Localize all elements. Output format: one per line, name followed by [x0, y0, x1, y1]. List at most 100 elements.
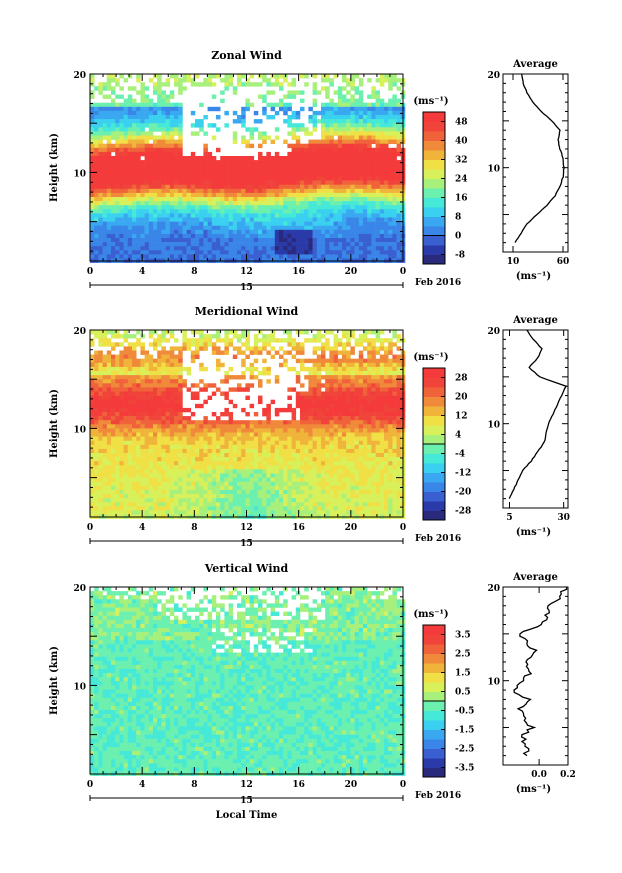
heatmap-cell [174, 139, 179, 144]
heatmap-cell [291, 473, 297, 478]
heatmap-cell [325, 131, 330, 136]
heatmap-cell [106, 188, 112, 194]
heatmap-cell [165, 432, 171, 437]
heatmap-cell [169, 143, 175, 149]
heatmap-cell [274, 432, 280, 437]
heatmap-cell [287, 448, 292, 454]
heatmap-cell [283, 205, 288, 210]
heatmap-cell [379, 201, 385, 206]
heatmap-cell [216, 448, 221, 454]
heatmap-cell [388, 238, 393, 243]
heatmap-cell [195, 465, 200, 470]
heatmap-cell [165, 494, 171, 499]
heatmap-cell [165, 168, 171, 173]
heatmap-cell [279, 428, 284, 433]
heatmap-cell [270, 176, 276, 181]
heatmap-cell [245, 366, 250, 372]
heatmap-cell [363, 229, 368, 235]
heatmap-cell [287, 115, 292, 120]
heatmap-cell [127, 489, 133, 495]
heatmap-cell [363, 106, 368, 112]
heatmap-cell [161, 205, 166, 210]
heatmap-cell [115, 131, 120, 136]
heatmap-cell [119, 127, 124, 132]
heatmap-cell [132, 461, 137, 466]
heatmap-cell [274, 135, 280, 140]
heatmap-cell [148, 436, 154, 441]
heatmap-cell [354, 86, 360, 91]
heatmap-cell [186, 444, 192, 450]
heatmap-cell [102, 119, 108, 124]
heatmap-cell [258, 131, 263, 136]
heatmap-cell [144, 424, 150, 429]
heatmap-cell [245, 510, 250, 515]
heatmap-cell [195, 436, 200, 441]
heatmap-cell [295, 342, 301, 347]
heatmap-cell [279, 164, 284, 169]
heatmap-cell [169, 90, 175, 95]
heatmap-cell [350, 74, 355, 79]
heatmap-cell [304, 229, 309, 235]
heatmap-cell [153, 494, 158, 499]
heatmap-cell [165, 498, 171, 503]
heatmap-cell [371, 197, 376, 202]
heatmap-cell [287, 201, 292, 206]
heatmap-cell [270, 184, 276, 190]
heatmap-cell [228, 399, 234, 405]
heatmap-cell [379, 139, 385, 144]
heatmap-cell [94, 139, 99, 144]
heatmap-cell [316, 250, 322, 255]
heatmap-cell [161, 160, 166, 165]
heatmap-cell [287, 221, 292, 226]
heatmap-cell [165, 379, 171, 384]
heatmap-cell [119, 334, 124, 339]
heatmap-cell [102, 94, 108, 99]
heatmap-cell [127, 225, 133, 231]
heatmap-cell [224, 225, 229, 231]
heatmap-cell [161, 156, 166, 161]
heatmap-cell [195, 506, 200, 511]
heatmap-cell [127, 424, 133, 429]
heatmap-cell [102, 399, 108, 405]
heatmap-cell [94, 420, 99, 425]
heatmap-cell [262, 477, 267, 482]
colorbar-swatch [423, 169, 445, 179]
heatmap-cell [375, 168, 381, 173]
heatmap-cell [216, 453, 221, 458]
heatmap-cell [132, 246, 137, 251]
heatmap-cell [115, 82, 120, 87]
heatmap-cell [111, 465, 116, 470]
heatmap-cell [312, 209, 318, 214]
heatmap-cell [127, 143, 133, 149]
heatmap-cell [232, 86, 238, 91]
heatmap-cell [161, 387, 166, 392]
heatmap-cell [140, 346, 145, 351]
heatmap-cell [295, 201, 301, 206]
heatmap-cell [295, 180, 301, 185]
heatmap-cell [358, 127, 364, 132]
heatmap-cell [136, 358, 141, 364]
heatmap-cell [291, 254, 297, 259]
heatmap-cell [111, 123, 116, 128]
heatmap-cell [304, 485, 309, 491]
heatmap-cell [153, 448, 158, 454]
heatmap-cell [182, 233, 187, 239]
heatmap-cell [241, 444, 246, 450]
heatmap-cell [350, 143, 355, 149]
heatmap-cell [249, 510, 255, 515]
heatmap-cell [144, 436, 150, 441]
heatmap-cell [169, 473, 175, 478]
heatmap-cell [119, 358, 124, 364]
heatmap-cell [148, 354, 154, 359]
heatmap-cell [388, 110, 393, 116]
heatmap-cell [195, 254, 200, 259]
colorbar-swatch [423, 140, 445, 151]
heatmap-cell [153, 506, 158, 511]
heatmap-cell [295, 371, 301, 376]
heatmap-cell [161, 391, 166, 396]
heatmap-cell [258, 135, 263, 140]
heatmap-cell [119, 481, 124, 487]
heatmap-cell [388, 225, 393, 231]
heatmap-cell [127, 502, 133, 507]
heatmap-cell [169, 197, 175, 202]
